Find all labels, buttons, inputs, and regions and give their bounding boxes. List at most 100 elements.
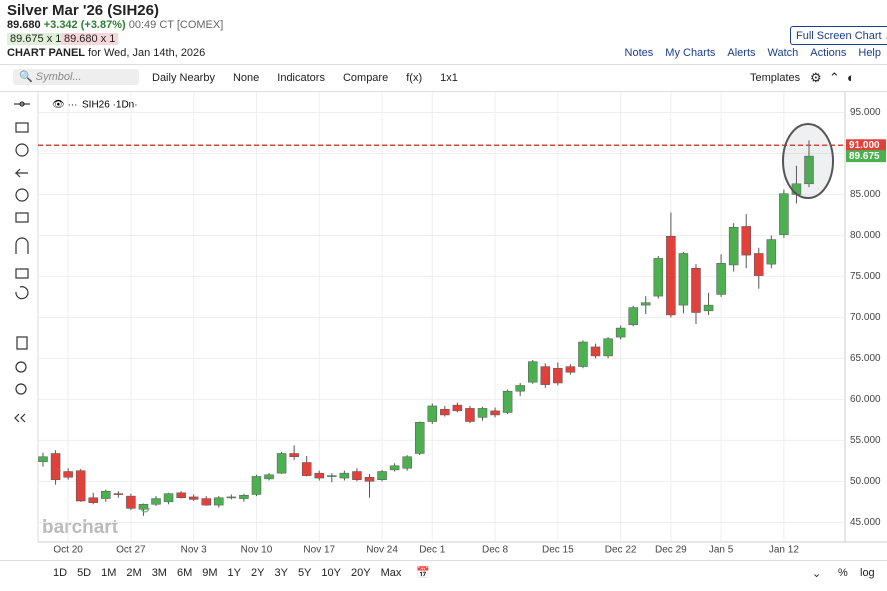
bottom-bar <box>0 560 887 591</box>
y-tick-label: 85.000 <box>850 189 881 200</box>
ask: 89.680 x 1 <box>61 33 119 45</box>
header-link[interactable]: My Charts <box>665 47 716 59</box>
highlight-circle <box>782 123 834 199</box>
toolbar-item[interactable]: Daily Nearby <box>152 72 215 84</box>
period-button[interactable]: 5Y <box>297 567 312 579</box>
candle-body <box>38 456 48 462</box>
change: +3.342 (+3.87%) <box>43 19 126 31</box>
y-tick-label: 75.000 <box>850 271 881 282</box>
candle-body <box>527 361 538 383</box>
candle-body <box>101 490 111 499</box>
header-link[interactable]: Alerts <box>727 47 756 59</box>
calendar-icon[interactable]: 📅 <box>416 567 430 579</box>
candle-body <box>741 226 751 256</box>
links: Notes My Charts Alerts Watch Actions Help <box>625 47 881 59</box>
period-button[interactable]: 20Y <box>350 567 371 579</box>
toolbar-item[interactable]: Compare <box>342 72 389 84</box>
x-tick-label: Jan 5 <box>709 545 734 556</box>
header-link[interactable]: Actions <box>810 47 847 59</box>
candle-body <box>414 422 425 454</box>
candle-body <box>63 471 73 478</box>
templates[interactable]: Templates <box>750 72 801 84</box>
candle-body <box>804 155 814 185</box>
candle-body <box>666 236 676 316</box>
scroll-icon[interactable]: ⌄ <box>812 568 822 580</box>
toolbar-icons: ⚙ ⌃ ◐ <box>810 70 855 85</box>
candle-body <box>716 263 726 295</box>
candle-body <box>301 462 312 476</box>
period-button[interactable]: 9M <box>202 567 218 579</box>
log[interactable]: log <box>860 567 875 579</box>
title: Silver Mar '26 (SIH26) <box>7 2 159 19</box>
candle-body <box>490 410 500 416</box>
period-button[interactable]: 2M <box>126 567 142 579</box>
period-button[interactable]: 3M <box>151 567 167 579</box>
x-tick-label: Oct 20 <box>53 545 83 556</box>
toolbar-item[interactable]: 1x1 <box>440 72 458 84</box>
price-tag <box>846 139 886 152</box>
x-tick-label: Dec 22 <box>605 545 637 556</box>
candle-body <box>364 476 375 482</box>
candle-body <box>377 471 387 480</box>
price-tag-label: 91.000 <box>849 140 880 151</box>
candle-body <box>754 253 764 276</box>
candle-body <box>163 493 174 503</box>
candle-body <box>289 453 299 458</box>
symbol-placeholder: Symbol... <box>35 71 82 83</box>
candle-body <box>226 496 237 499</box>
candle-body <box>452 404 463 412</box>
candle-body <box>553 367 563 384</box>
percent[interactable]: % <box>838 567 848 579</box>
eye-icon: 👁 ··· <box>52 100 77 111</box>
candle-body <box>678 253 689 306</box>
bid: 89.675 x 1 <box>7 33 65 45</box>
candle-body <box>402 456 412 469</box>
period-button[interactable]: 5D <box>77 567 92 579</box>
period-button[interactable]: 2Y <box>251 567 265 579</box>
toolbar <box>0 64 887 92</box>
low-marker <box>140 507 150 513</box>
period-button[interactable]: 3Y <box>274 567 288 579</box>
x-tick-label: Nov 10 <box>241 545 273 556</box>
x-tick-label: Dec 1 <box>419 545 446 556</box>
period-button[interactable]: 1D <box>53 567 68 579</box>
candle-body <box>653 258 664 297</box>
sidebar-icons <box>14 101 30 423</box>
full-screen[interactable]: Full Screen Chart ↗ <box>790 26 887 45</box>
header-link[interactable]: Notes <box>624 47 654 59</box>
period-button[interactable]: 1Y <box>227 567 241 579</box>
symbol-input[interactable]: 🔍 Symbol... <box>13 69 139 85</box>
candle-body <box>389 465 400 471</box>
y-tick-label: 70.000 <box>850 312 881 323</box>
candle-body <box>565 366 576 373</box>
period-button[interactable]: 10Y <box>321 567 341 579</box>
quote: 89.680 +3.342 (+3.87%) 00:49 CT [COMEX] <box>7 19 223 31</box>
period-button[interactable]: 6M <box>176 567 193 579</box>
candle-body <box>50 453 61 480</box>
legend: SIH26 ·1Dn· <box>82 100 138 111</box>
toolbar-item[interactable]: Indicators <box>277 72 325 84</box>
candle-body <box>126 495 136 509</box>
x-tick-label: Nov 3 <box>181 545 208 556</box>
tools: Daily Nearby None Indicators Compare f(x) 1x1 <box>152 72 458 84</box>
period-button[interactable]: Max <box>380 567 402 579</box>
x-tick-label: Dec 15 <box>542 545 574 556</box>
candle-body <box>176 492 186 498</box>
period-button[interactable]: 1M <box>101 567 117 579</box>
candle-body <box>327 475 337 477</box>
chart: 👁 ··· SIH26 ·1Dn· barchart 45.000 50.000 5… <box>14 92 887 556</box>
periods: 1D 5D 1M 2M 3M 6M 9M 1Y 2Y 3Y 5Y 10Y 20Y Max <box>53 567 401 579</box>
header-link[interactable]: Help <box>858 47 881 59</box>
candle-body <box>590 346 601 357</box>
header-link[interactable]: Watch <box>767 47 799 59</box>
x-tick-label: Nov 17 <box>303 545 335 556</box>
last: 89.680 <box>7 19 41 31</box>
candle-body <box>540 366 551 385</box>
price-tag-label: 89.675 <box>849 151 880 162</box>
candle-body <box>703 304 714 312</box>
candle-body <box>138 504 149 510</box>
candle-body <box>766 239 777 265</box>
toolbar-item[interactable]: None <box>232 72 260 84</box>
toolbar-item[interactable]: f(x) <box>406 72 423 84</box>
